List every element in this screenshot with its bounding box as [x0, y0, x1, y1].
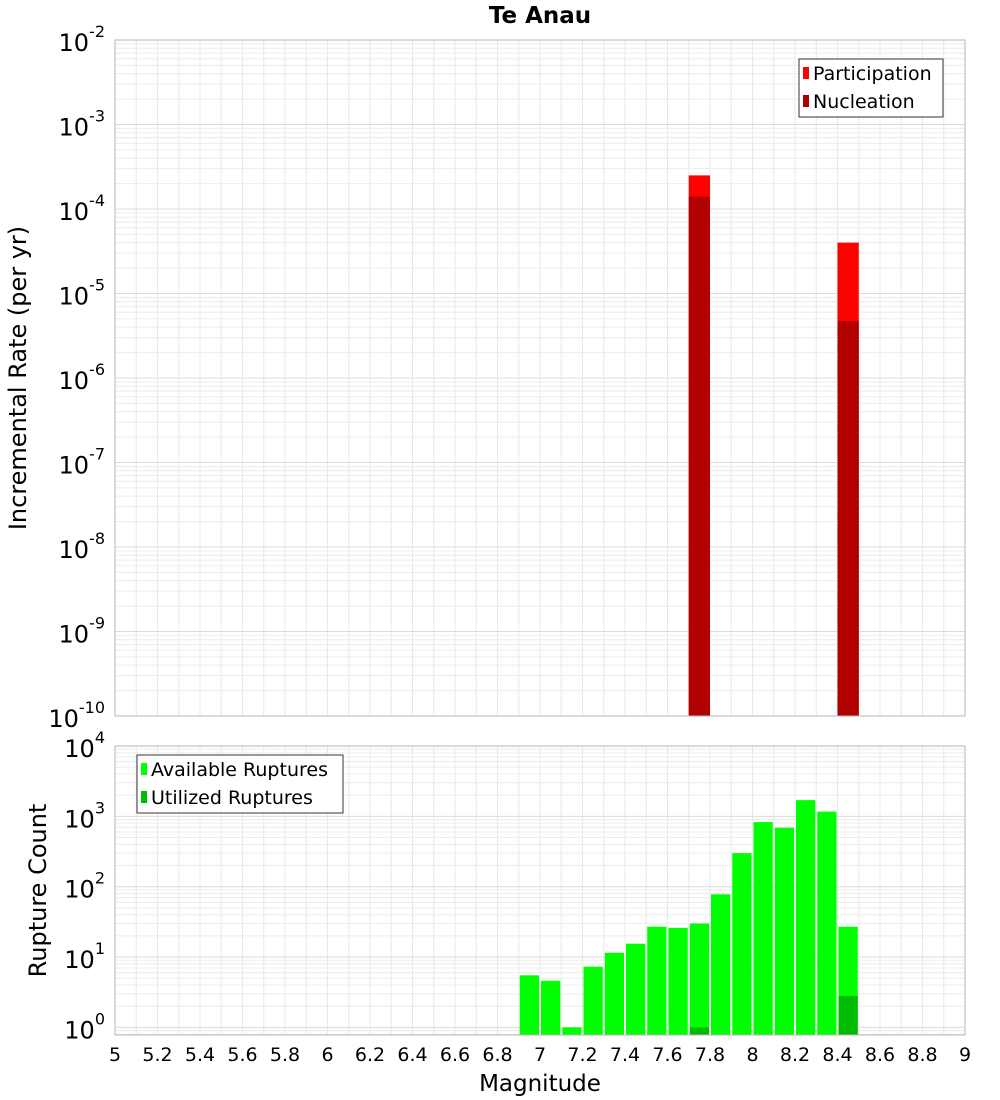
- legend-swatch: [803, 67, 809, 79]
- bar: [604, 952, 624, 1035]
- y-axis-title: Rupture Count: [24, 804, 52, 978]
- y-tick-label: 10-3: [59, 107, 106, 142]
- x-tick-label: 8.4: [822, 1044, 852, 1066]
- legend-swatch: [141, 763, 147, 775]
- top-panel: 10-10 10-9 10-8 10-7 10-6 10-5 10-4 10-3 10-2 Inc…: [4, 3, 966, 733]
- plot-frame: [114, 39, 966, 717]
- y-tick-label: 101: [64, 939, 105, 974]
- bar: [583, 966, 603, 1035]
- y-tick-label: 103: [64, 798, 105, 833]
- bar: [626, 943, 646, 1035]
- y-tick-label: 10-2: [59, 22, 106, 57]
- legend-label: Nucleation: [813, 91, 915, 113]
- bar: [647, 926, 667, 1035]
- y-tick-label: 10-9: [59, 614, 106, 649]
- x-tick-label: 7.4: [610, 1044, 640, 1066]
- x-tick-label: 6.2: [355, 1044, 385, 1066]
- bottom-panel: 100 101 102 103 104 5 5.2 5.4 5.6 5.8 6 6.2 6.4 6.6 6.…: [24, 728, 971, 1097]
- bar: [817, 811, 837, 1035]
- bar: [688, 196, 710, 717]
- bar: [732, 853, 752, 1035]
- y-tick-label: 10-5: [59, 276, 106, 311]
- bar: [774, 827, 794, 1035]
- legend-box: [136, 754, 344, 814]
- x-tick-label: 6.8: [482, 1044, 512, 1066]
- bar: [711, 894, 731, 1035]
- x-tick-label: 5.4: [185, 1044, 215, 1066]
- x-tick-label: 5.8: [270, 1044, 300, 1066]
- legend-box: [798, 58, 944, 118]
- x-tick-label: 8.8: [907, 1044, 937, 1066]
- y-tick-label: 102: [64, 869, 105, 904]
- series-nucleation: [688, 196, 859, 717]
- x-tick-label: 5: [109, 1044, 121, 1066]
- y-tick-label: 10-10: [48, 698, 105, 733]
- x-tick-label: 7.2: [567, 1044, 597, 1066]
- bar: [689, 923, 709, 1035]
- y-tick-label: 10-8: [59, 529, 106, 564]
- x-tick-label: 8.6: [865, 1044, 895, 1066]
- y-axis-title: Incremental Rate (per yr): [4, 226, 32, 530]
- x-axis-title: Magnitude: [479, 1071, 601, 1097]
- y-tick-label: 10-4: [59, 191, 106, 226]
- plot-frame: [114, 745, 966, 1036]
- bar: [753, 822, 773, 1035]
- legend-label: Available Ruptures: [151, 759, 328, 781]
- legend: Participation Nucleation: [798, 58, 944, 118]
- bar: [541, 980, 561, 1035]
- bar: [796, 800, 816, 1035]
- x-tick-label: 9: [959, 1044, 971, 1066]
- x-tick-label: 7.8: [695, 1044, 725, 1066]
- legend-label: Utilized Ruptures: [151, 787, 313, 809]
- y-tick-label: 10-6: [59, 360, 106, 395]
- legend-swatch: [141, 791, 147, 803]
- x-tick-label: 7: [534, 1044, 546, 1066]
- bar: [668, 927, 688, 1035]
- chart-title: Te Anau: [489, 3, 591, 29]
- bar: [519, 975, 539, 1035]
- bar: [562, 1027, 582, 1035]
- x-tick-label: 6.4: [397, 1044, 427, 1066]
- legend: Available Ruptures Utilized Ruptures: [136, 754, 344, 814]
- series-utilized-ruptures: [689, 995, 858, 1035]
- x-tick-label: 8: [746, 1044, 758, 1066]
- y-tick-label: 104: [64, 728, 105, 763]
- legend-label: Participation: [813, 63, 932, 85]
- x-tick-label: 6.6: [440, 1044, 470, 1066]
- x-tick-label: 6: [321, 1044, 333, 1066]
- legend-swatch: [803, 95, 809, 107]
- bar: [689, 1027, 709, 1035]
- x-tick-label: 5.6: [227, 1044, 257, 1066]
- bar: [838, 995, 858, 1035]
- y-tick-label: 100: [64, 1009, 105, 1044]
- x-tick-label: 7.6: [652, 1044, 682, 1066]
- x-tick-label: 8.2: [780, 1044, 810, 1066]
- y-tick-label: 10-7: [59, 445, 106, 480]
- x-tick-label: 5.2: [142, 1044, 172, 1066]
- bar: [837, 321, 859, 716]
